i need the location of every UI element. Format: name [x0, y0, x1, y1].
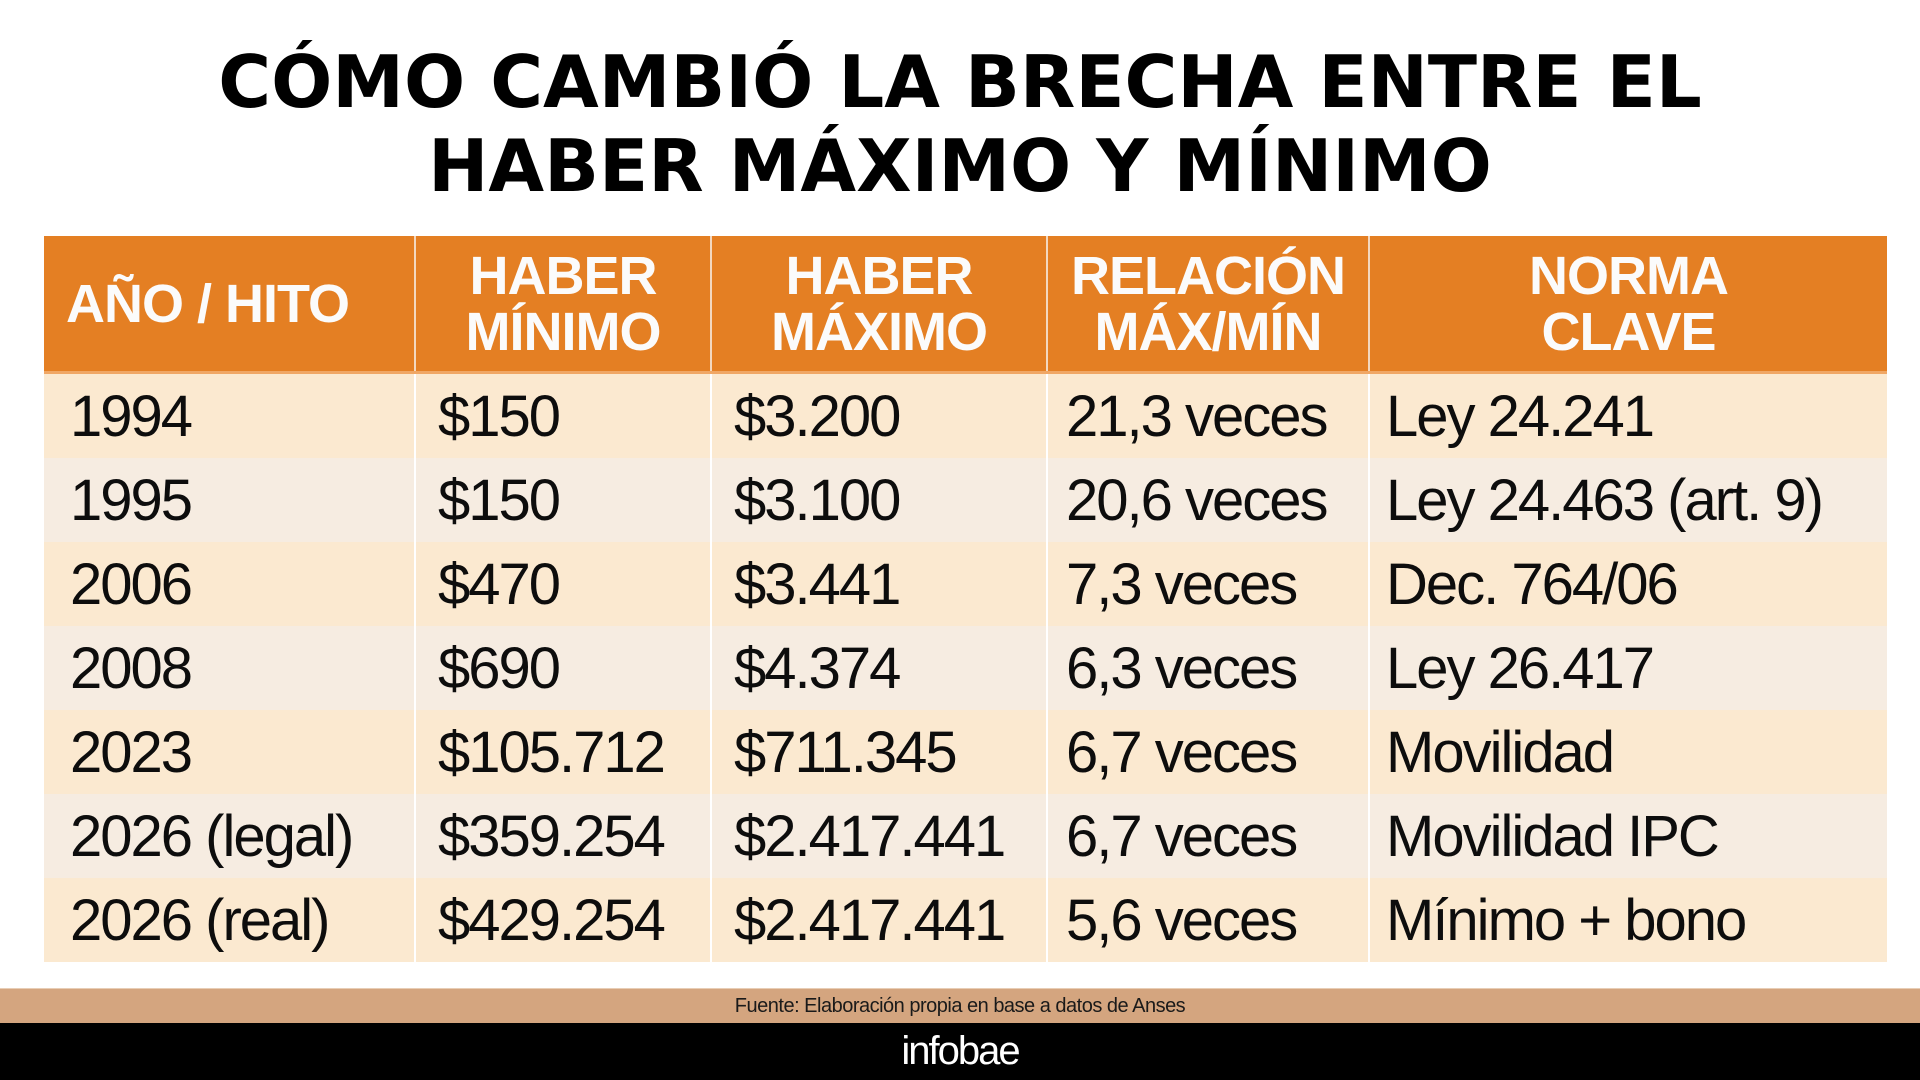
- source-text: Fuente: Elaboración propia en base a dat…: [734, 995, 1186, 1017]
- cell-max: $4.374: [710, 626, 1048, 710]
- table-row: 1994 $150 $3.200 21,3 veces Ley 24.241: [44, 372, 1887, 458]
- table-row: 2026 (legal) $359.254 $2.417.441 6,7 vec…: [44, 794, 1887, 878]
- cell-max: $3.200: [710, 372, 1048, 458]
- header-min-line2: MÍNIMO: [465, 301, 662, 362]
- cell-ratio: 6,3 veces: [1046, 626, 1370, 710]
- cell-min: $150: [414, 458, 712, 542]
- page-title: CÓMO CAMBIÓ LA BRECHA ENTRE EL HABER MÁX…: [0, 40, 1920, 208]
- cell-year: 2026 (legal): [44, 794, 416, 878]
- table-row: 2026 (real) $429.254 $2.417.441 5,6 vece…: [44, 878, 1887, 962]
- header-ratio: RELACIÓN MÁX/MÍN: [1046, 236, 1370, 374]
- cell-year: 2006: [44, 542, 416, 626]
- table-row: 1995 $150 $3.100 20,6 veces Ley 24.463 (…: [44, 458, 1887, 542]
- comparison-table: AÑO / HITO HABER MÍNIMO HABER MÁXIMO REL…: [44, 236, 1887, 962]
- title-line-1: CÓMO CAMBIÓ LA BRECHA ENTRE EL: [218, 40, 1702, 124]
- comparison-table-container: AÑO / HITO HABER MÍNIMO HABER MÁXIMO REL…: [44, 236, 1887, 962]
- cell-norm: Movilidad: [1368, 710, 1887, 794]
- cell-ratio: 6,7 veces: [1046, 710, 1370, 794]
- cell-ratio: 21,3 veces: [1046, 372, 1370, 458]
- cell-norm: Ley 24.241: [1368, 372, 1887, 458]
- cell-max: $2.417.441: [710, 878, 1048, 962]
- cell-year: 1995: [44, 458, 416, 542]
- cell-max: $3.100: [710, 458, 1048, 542]
- header-max-line1: HABER: [785, 245, 973, 306]
- cell-min: $690: [414, 626, 712, 710]
- cell-ratio: 20,6 veces: [1046, 458, 1370, 542]
- header-norm-line1: NORMA: [1529, 245, 1729, 306]
- cell-norm: Ley 26.417: [1368, 626, 1887, 710]
- table-row: 2008 $690 $4.374 6,3 veces Ley 26.417: [44, 626, 1887, 710]
- cell-norm: Mínimo + bono: [1368, 878, 1887, 962]
- title-line-2: HABER MÁXIMO Y MÍNIMO: [428, 124, 1492, 208]
- header-year-label: AÑO / HITO: [66, 273, 350, 334]
- cell-year: 2008: [44, 626, 416, 710]
- cell-min: $429.254: [414, 878, 712, 962]
- header-max-pension: HABER MÁXIMO: [710, 236, 1048, 374]
- table-row: 2023 $105.712 $711.345 6,7 veces Movilid…: [44, 710, 1887, 794]
- cell-ratio: 5,6 veces: [1046, 878, 1370, 962]
- header-min-line1: HABER: [469, 245, 657, 306]
- header-norm: NORMA CLAVE: [1368, 236, 1887, 374]
- cell-year: 2026 (real): [44, 878, 416, 962]
- header-max-line2: MÁXIMO: [771, 301, 988, 362]
- header-min-pension: HABER MÍNIMO: [414, 236, 712, 374]
- source-note: Fuente: Elaboración propia en base a dat…: [0, 988, 1920, 1024]
- cell-year: 2023: [44, 710, 416, 794]
- cell-norm: Movilidad IPC: [1368, 794, 1887, 878]
- cell-min: $105.712: [414, 710, 712, 794]
- header-norm-line2: CLAVE: [1541, 301, 1716, 362]
- cell-max: $2.417.441: [710, 794, 1048, 878]
- cell-max: $711.345: [710, 710, 1048, 794]
- cell-min: $470: [414, 542, 712, 626]
- cell-max: $3.441: [710, 542, 1048, 626]
- cell-min: $359.254: [414, 794, 712, 878]
- cell-year: 1994: [44, 372, 416, 458]
- table-header-row: AÑO / HITO HABER MÍNIMO HABER MÁXIMO REL…: [44, 236, 1887, 374]
- header-ratio-line1: RELACIÓN: [1071, 245, 1346, 306]
- cell-norm: Dec. 764/06: [1368, 542, 1887, 626]
- cell-norm: Ley 24.463 (art. 9): [1368, 458, 1887, 542]
- header-ratio-line2: MÁX/MÍN: [1094, 301, 1323, 362]
- header-year: AÑO / HITO: [44, 236, 416, 374]
- brand-logo: infobae: [901, 1029, 1020, 1073]
- footer-bar: infobae: [0, 1023, 1920, 1080]
- cell-ratio: 6,7 veces: [1046, 794, 1370, 878]
- cell-ratio: 7,3 veces: [1046, 542, 1370, 626]
- table-row: 2006 $470 $3.441 7,3 veces Dec. 764/06: [44, 542, 1887, 626]
- cell-min: $150: [414, 372, 712, 458]
